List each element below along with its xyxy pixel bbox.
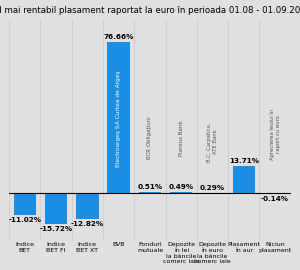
Text: Piareus Bank: Piareus Bank (179, 120, 184, 156)
Text: -15.72%: -15.72% (40, 226, 73, 232)
Text: B.C. Carpatica,
ATE Bank: B.C. Carpatica, ATE Bank (207, 122, 218, 161)
Bar (170, 192, 193, 193)
Text: 0.51%: 0.51% (137, 184, 163, 190)
Bar (232, 166, 255, 193)
Text: -11.02%: -11.02% (8, 217, 41, 223)
Bar (139, 192, 161, 193)
Text: Electroargeş SA Curtea de Argeş: Electroargeş SA Curtea de Argeş (116, 70, 121, 167)
Text: 0.49%: 0.49% (169, 184, 194, 190)
Text: -12.82%: -12.82% (71, 221, 104, 227)
Bar (14, 193, 36, 215)
Text: Aprecierea leului în
raport cu euro: Aprecierea leului în raport cu euro (269, 108, 281, 160)
Title: Cel mai rentabil plasament raportat la euro în perioada 01.08 - 01.09.2011: Cel mai rentabil plasament raportat la e… (0, 6, 300, 15)
Text: -0.14%: -0.14% (261, 195, 289, 201)
Text: 76.66%: 76.66% (103, 34, 134, 40)
Bar (76, 193, 99, 219)
Bar (107, 42, 130, 193)
Text: BCR Obligaţiuni: BCR Obligaţiuni (147, 117, 152, 159)
Bar (45, 193, 67, 224)
Text: 13.71%: 13.71% (229, 158, 259, 164)
Text: 0.29%: 0.29% (200, 185, 225, 191)
Bar (264, 193, 286, 194)
